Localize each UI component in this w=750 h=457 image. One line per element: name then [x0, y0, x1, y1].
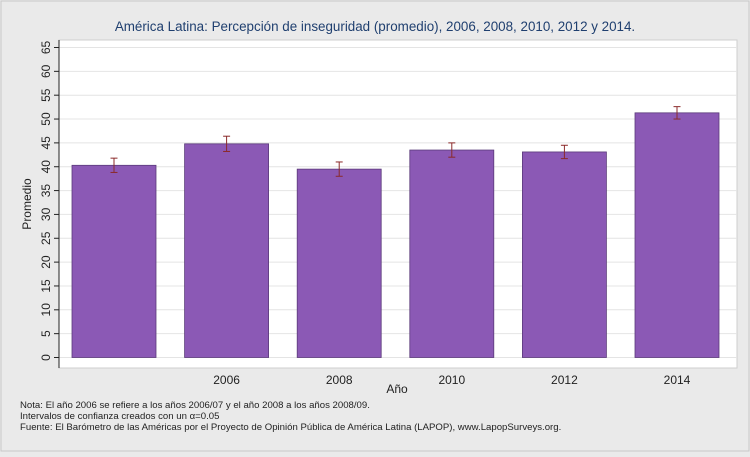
x-tick-label: 2014 [664, 373, 691, 387]
y-axis: 0 5 10 15 20 25 30 35 40 45 50 55 60 65 [39, 40, 60, 368]
bar-2006 [184, 143, 270, 358]
plot-area [58, 39, 738, 369]
y-tick-label: 65 [39, 41, 53, 55]
y-tick-label: 45 [39, 136, 53, 150]
y-tick-label: 30 [39, 207, 53, 221]
y-tick-label: 35 [39, 184, 53, 198]
y-tick-label: 15 [39, 279, 53, 293]
bar-first [71, 164, 157, 358]
x-axis-label: Año [386, 382, 408, 396]
x-tick-label: 2010 [438, 373, 465, 387]
bar-2012 [522, 151, 607, 358]
y-tick-label: 40 [39, 160, 53, 174]
y-tick-label: 25 [39, 231, 53, 245]
note-line-2: Intervalos de confianza creados con un α… [20, 411, 220, 422]
x-tick-label: 2008 [326, 373, 353, 387]
y-tick-label: 50 [39, 112, 53, 126]
x-tick-label: 2006 [213, 373, 240, 387]
note-line-3: Fuente: El Barómetro de las Américas por… [20, 422, 562, 433]
y-axis-label: Promedio [20, 178, 34, 230]
y-tick-label: 10 [39, 303, 53, 317]
chart-title: América Latina: Percepción de insegurida… [115, 19, 635, 34]
bar-2010 [409, 149, 495, 358]
x-tick-label: 2012 [551, 373, 578, 387]
error-bars [110, 106, 681, 177]
note-line-1: Nota: El año 2006 se refiere a los años … [20, 400, 370, 411]
y-tick-label: 0 [39, 354, 53, 361]
y-tick-label: 20 [39, 255, 53, 269]
bar-2008 [296, 168, 382, 358]
y-tick-label: 55 [39, 88, 53, 102]
y-tick-label: 5 [39, 330, 53, 337]
y-tick-label: 60 [39, 64, 53, 78]
x-axis: 2006 2008 2010 2012 2014 [213, 373, 690, 387]
bars [71, 112, 720, 358]
gridlines [59, 47, 737, 358]
bar-2014 [634, 112, 720, 358]
